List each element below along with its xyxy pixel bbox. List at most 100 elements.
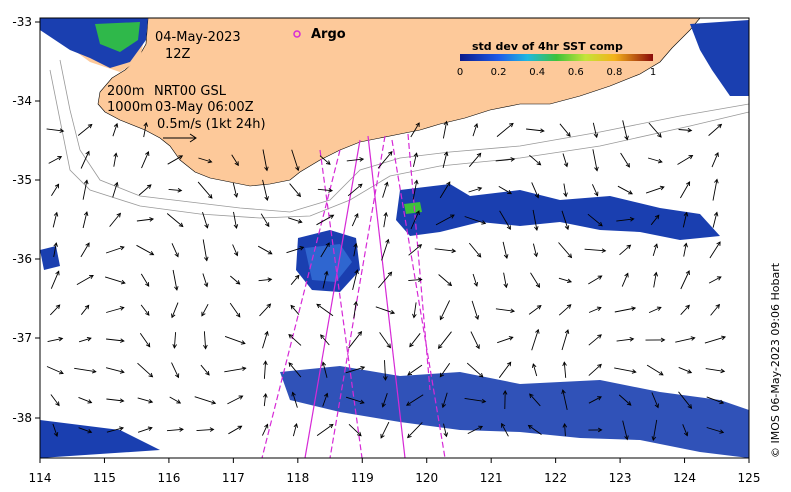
current-arrow-head (474, 315, 480, 320)
current-arrow-head (720, 368, 726, 374)
current-arrow-head (85, 242, 90, 248)
current-arrow (439, 300, 451, 320)
current-arrow-head (535, 283, 541, 289)
current-arrow-head (233, 192, 239, 198)
current-arrow (380, 421, 390, 439)
current-arrow (198, 157, 212, 163)
current-arrow-head (172, 344, 177, 349)
current-arrow-head (323, 270, 329, 276)
current-arrow (680, 304, 690, 316)
current-arrow (319, 155, 331, 165)
current-arrow-head (478, 372, 484, 378)
current-arrow (80, 305, 90, 315)
current-arrow-head (481, 398, 487, 404)
current-arrow (675, 337, 695, 343)
current-arrow (316, 214, 334, 226)
current-arrow (617, 185, 633, 195)
current-arrow-head (562, 361, 567, 367)
current-arrow-head (714, 152, 719, 157)
current-arrow-head (687, 127, 693, 133)
current-arrow (704, 336, 726, 344)
current-arrow (532, 363, 538, 377)
current-arrow (532, 209, 538, 231)
current-arrow-head (527, 424, 533, 430)
current-arrow (49, 304, 61, 316)
current-arrow-head (297, 218, 303, 224)
current-arrow-head (55, 270, 60, 276)
current-arrow-head (266, 303, 272, 309)
current-arrow-head (450, 214, 455, 219)
lon-tick-label: 118 (286, 471, 309, 485)
current-arrow (653, 272, 657, 288)
current-arrow (648, 306, 662, 314)
current-arrow-head (716, 276, 722, 281)
lon-tick-label: 124 (673, 471, 696, 485)
current-arrow (591, 184, 599, 196)
current-arrow-head (383, 376, 388, 381)
current-arrow (495, 158, 515, 162)
current-arrow (227, 395, 243, 405)
current-arrow (464, 216, 486, 224)
current-arrow (46, 128, 64, 132)
legend-tick-label: 0 (457, 67, 463, 78)
current-arrow (563, 183, 567, 197)
current-arrow (112, 123, 118, 137)
track-2a (319, 149, 363, 459)
current-arrow (558, 242, 572, 258)
current-arrow (381, 239, 389, 261)
current-arrow-head (629, 216, 635, 222)
current-arrow (470, 331, 480, 349)
current-arrow-head (321, 361, 327, 367)
current-arrow (438, 274, 452, 286)
current-arrow-head (145, 282, 150, 287)
current-arrow-head (567, 278, 573, 284)
current-arrow (620, 152, 630, 168)
legend-tick-label: 0.2 (491, 67, 507, 78)
current-arrow-head (683, 211, 689, 217)
current-arrow-head (387, 271, 393, 277)
current-arrow (202, 211, 208, 229)
current-arrow (232, 182, 238, 198)
current-arrow (113, 153, 117, 167)
current-arrow (498, 362, 512, 378)
current-arrow (105, 367, 125, 373)
current-arrow (683, 243, 687, 257)
current-arrow-head (594, 191, 599, 197)
current-arrow (439, 181, 451, 199)
lon-tick-label: 122 (544, 471, 567, 485)
current-arrow-head (407, 433, 412, 439)
current-arrow (78, 427, 92, 433)
current-arrow (320, 242, 330, 258)
current-arrow-head (54, 183, 60, 189)
current-arrow-head (324, 392, 329, 398)
current-arrow-head (145, 151, 150, 156)
current-arrow (112, 182, 118, 198)
current-arrow-head (86, 336, 92, 342)
current-arrow-head (207, 158, 213, 164)
current-arrow-head (651, 436, 657, 442)
lat-tick-label: -36 (12, 252, 32, 266)
current-arrow (558, 304, 572, 316)
lat-tick-label: -37 (12, 331, 32, 345)
current-arrow (678, 391, 692, 409)
current-arrow (531, 329, 539, 351)
current-arrow (171, 362, 179, 378)
depth-200-label: 200m (107, 84, 144, 99)
current-arrow-head (357, 183, 363, 189)
current-arrow-head (120, 279, 126, 285)
current-arrow (650, 214, 660, 226)
current-arrow-head (685, 270, 690, 276)
current-arrow-head (291, 391, 296, 397)
current-arrow (410, 122, 420, 138)
current-arrow (709, 241, 721, 259)
current-arrow-head (628, 190, 633, 195)
current-arrow-head (211, 400, 217, 405)
current-arrow-head (405, 401, 411, 406)
current-arrow (466, 362, 484, 378)
current-arrow (317, 188, 333, 192)
current-arrow (502, 241, 508, 259)
current-arrow (259, 303, 271, 317)
current-arrow-head (685, 304, 690, 310)
legend-title: std dev of 4hr SST comp (472, 40, 623, 53)
current-arrow (587, 213, 603, 227)
